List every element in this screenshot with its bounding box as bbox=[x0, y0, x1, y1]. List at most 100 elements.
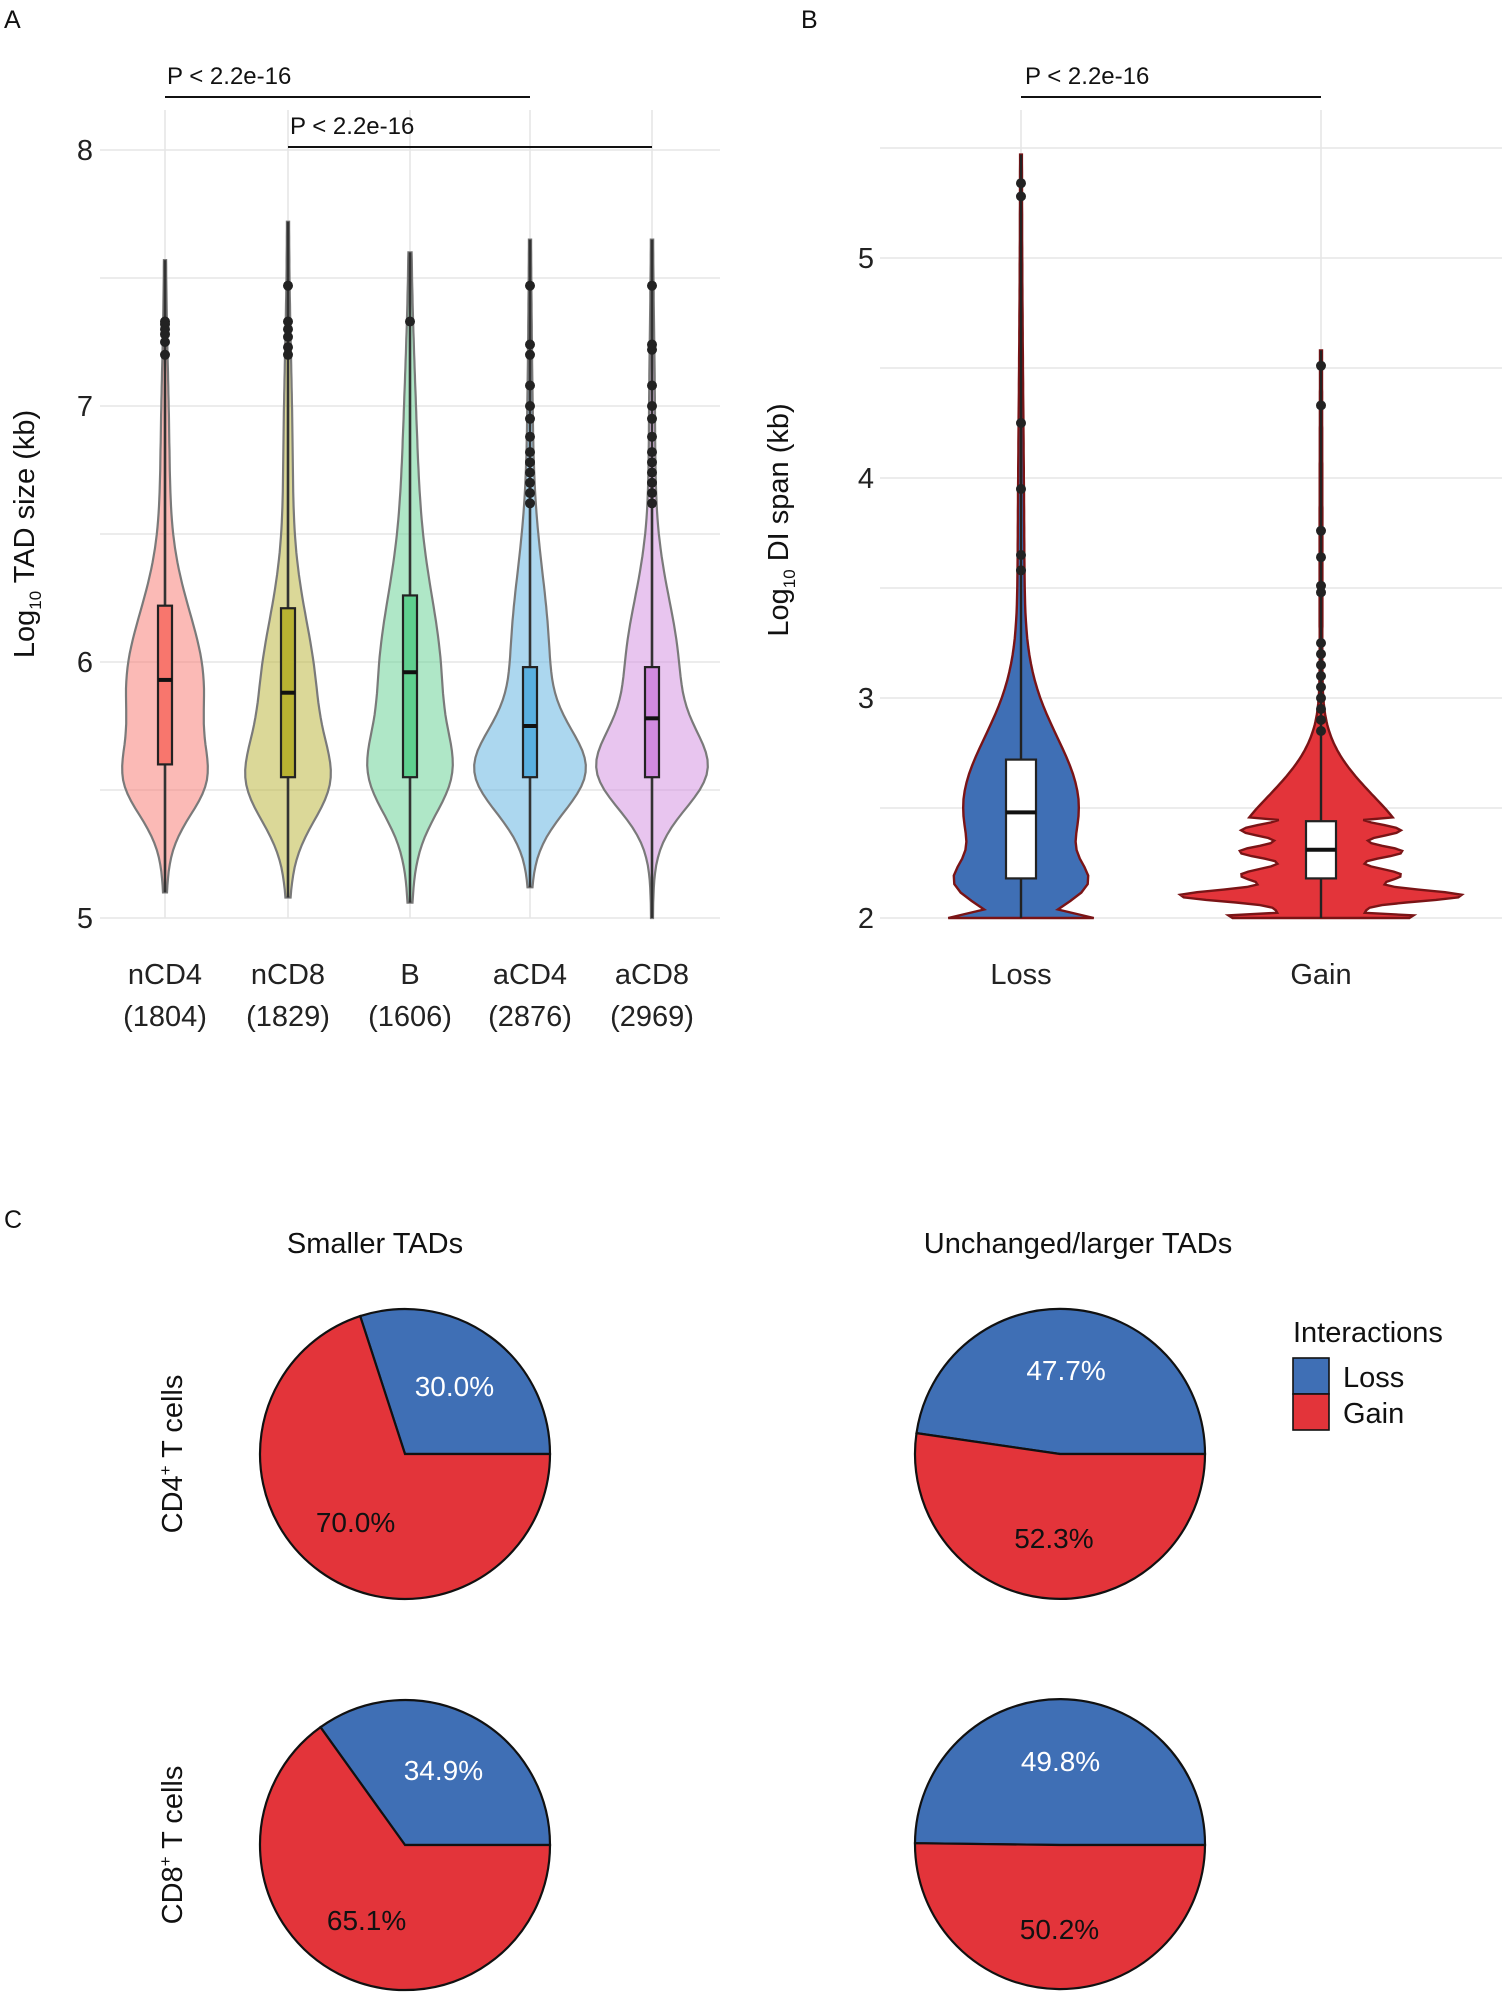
outlier-point bbox=[1316, 704, 1326, 714]
outlier-point bbox=[1316, 525, 1326, 536]
outlier-point bbox=[647, 380, 657, 391]
category-label: nCD4 bbox=[128, 959, 202, 991]
outlier-point bbox=[525, 401, 535, 411]
pie-slice-loss bbox=[915, 1307, 1207, 1456]
legend-title: Interactions bbox=[1293, 1317, 1443, 1349]
pie-label-gain: 50.2% bbox=[1020, 1914, 1099, 1945]
pie-slice-gain bbox=[258, 1314, 552, 1601]
outlier-point bbox=[525, 431, 535, 442]
outlier-point bbox=[525, 498, 535, 509]
pie-slice-gain bbox=[913, 1842, 1207, 1991]
outlier-point bbox=[525, 477, 535, 488]
pie-label-loss: 47.7% bbox=[1026, 1355, 1105, 1386]
outlier-point bbox=[1016, 550, 1026, 560]
category-label: B bbox=[400, 959, 419, 991]
outlier-point bbox=[160, 316, 170, 327]
legend-swatch-loss bbox=[1292, 1357, 1330, 1395]
panel-b-violin-chart: 2 3 4 5 Log10 DI span (kb) Loss Gain P < 2.2e-1… bbox=[763, 63, 1502, 991]
outlier-point bbox=[525, 339, 535, 350]
outlier-point bbox=[1316, 400, 1326, 411]
outlier-point bbox=[1016, 565, 1026, 576]
outlier-point bbox=[405, 316, 415, 327]
legend-swatch-gain bbox=[1292, 1393, 1330, 1431]
y-tick-label: 5 bbox=[858, 243, 874, 275]
outlier-point bbox=[1316, 660, 1326, 670]
outlier-point bbox=[647, 477, 657, 488]
pie-column-title: Smaller TADs bbox=[287, 1228, 463, 1260]
outlier-point bbox=[283, 280, 293, 291]
pie-label-loss: 34.9% bbox=[404, 1755, 483, 1786]
panel-letter-a: A bbox=[4, 6, 21, 34]
box-Loss bbox=[1004, 758, 1038, 880]
pie-slice-loss bbox=[913, 1698, 1207, 1847]
significance-label: P < 2.2e-16 bbox=[1025, 63, 1149, 90]
outlier-point bbox=[1316, 649, 1326, 659]
y-tick-label: 7 bbox=[77, 391, 93, 423]
outlier-point bbox=[647, 488, 657, 499]
panel-a-violin-chart: 5 6 7 8 Log10 TAD size (kb) nCD4 (1804) nCD8 (18… bbox=[9, 63, 720, 1033]
pie-label-loss: 30.0% bbox=[415, 1371, 494, 1402]
pie-row-title: CD4+ T cells bbox=[156, 1375, 189, 1534]
significance-label: P < 2.2e-16 bbox=[290, 113, 414, 140]
y-tick-label: 5 bbox=[77, 903, 93, 935]
outlier-point bbox=[647, 467, 657, 478]
panel-c-pie-charts: Smaller TADs Unchanged/larger TADs CD4+ T … bbox=[156, 1228, 1443, 1992]
outlier-point bbox=[1016, 418, 1026, 428]
outlier-point bbox=[525, 280, 535, 291]
outlier-point bbox=[525, 447, 535, 458]
pie-slice-gain bbox=[258, 1725, 552, 1992]
panel-letter-c: C bbox=[4, 1206, 22, 1234]
outlier-point bbox=[647, 431, 657, 442]
box-aCD8 bbox=[643, 666, 661, 779]
outlier-point bbox=[283, 316, 293, 327]
significance-label: P < 2.2e-16 bbox=[167, 63, 291, 90]
box-B bbox=[401, 594, 419, 779]
outlier-point bbox=[647, 339, 657, 350]
outlier-point bbox=[1316, 671, 1326, 681]
outlier-point bbox=[1016, 191, 1026, 202]
category-label: Gain bbox=[1290, 959, 1351, 991]
y-axis-title: Log10 DI span (kb) bbox=[763, 403, 799, 636]
outlier-point bbox=[1016, 178, 1026, 189]
outlier-point bbox=[647, 401, 657, 411]
pie-label-gain: 52.3% bbox=[1014, 1523, 1093, 1554]
y-axis-title: Log10 TAD size (kb) bbox=[9, 410, 45, 658]
outlier-point bbox=[647, 498, 657, 509]
category-count: (2969) bbox=[610, 1001, 694, 1033]
outlier-point bbox=[647, 413, 657, 424]
pie-label-gain: 70.0% bbox=[316, 1507, 395, 1538]
panel-letter-b: B bbox=[801, 6, 818, 34]
outlier-point bbox=[1316, 682, 1326, 692]
outlier-point bbox=[525, 467, 535, 478]
outlier-point bbox=[160, 349, 170, 360]
pie-slice-loss bbox=[318, 1698, 552, 1847]
box-aCD4 bbox=[521, 666, 539, 779]
box-nCD4 bbox=[156, 604, 174, 766]
outlier-point bbox=[1316, 552, 1326, 563]
pie-row-title: CD8+ T cells bbox=[156, 1766, 189, 1925]
outlier-point bbox=[283, 331, 293, 342]
outlier-point bbox=[647, 447, 657, 458]
outlier-point bbox=[525, 457, 535, 468]
outlier-point bbox=[1316, 693, 1326, 703]
y-tick-label: 4 bbox=[858, 463, 874, 495]
outlier-point bbox=[160, 337, 170, 347]
pie-label-loss: 49.8% bbox=[1021, 1746, 1100, 1777]
pie-slice-loss bbox=[358, 1307, 552, 1456]
legend-label: Loss bbox=[1343, 1362, 1404, 1394]
outlier-point bbox=[525, 488, 535, 499]
pie-column-title: Unchanged/larger TADs bbox=[924, 1228, 1232, 1260]
outlier-point bbox=[1316, 715, 1326, 725]
category-count: (1804) bbox=[123, 1001, 207, 1033]
y-tick-label: 8 bbox=[77, 135, 93, 167]
category-count: (1829) bbox=[246, 1001, 330, 1033]
legend-label: Gain bbox=[1343, 1398, 1404, 1430]
category-count: (1606) bbox=[368, 1001, 452, 1033]
outlier-point bbox=[647, 457, 657, 468]
pie-label-gain: 65.1% bbox=[327, 1905, 406, 1936]
category-label: aCD8 bbox=[615, 959, 689, 991]
category-label: nCD8 bbox=[251, 959, 325, 991]
y-tick-label: 3 bbox=[858, 683, 874, 715]
outlier-point bbox=[1316, 638, 1326, 648]
category-label: Loss bbox=[990, 959, 1051, 991]
